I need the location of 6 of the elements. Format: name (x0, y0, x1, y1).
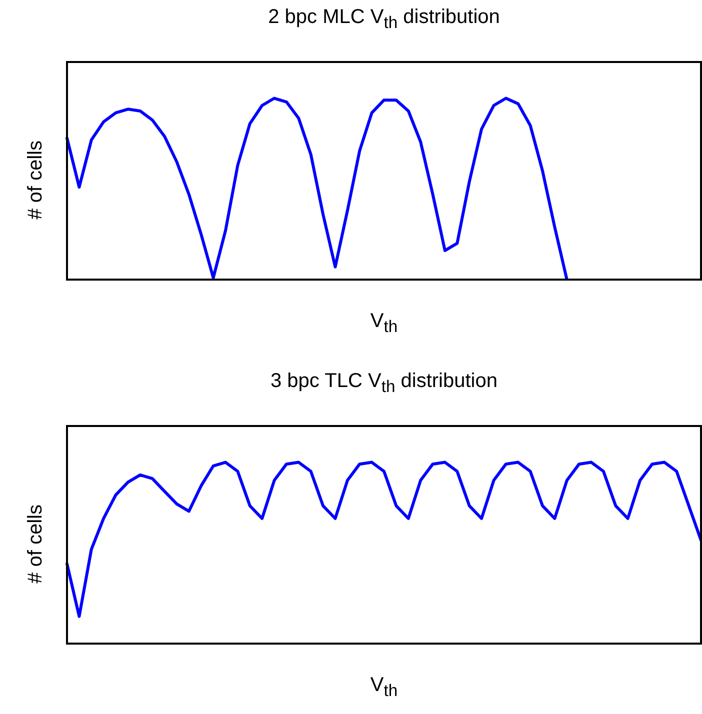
chart-title: 2 bpc MLC V$_{th}$ distribution (267, 6, 501, 33)
x-axis-title: V$_{th}$ (369, 674, 399, 701)
x-axis-title: V$_{th}$ (369, 310, 399, 337)
y-axis-title: # of cells (24, 140, 48, 220)
y-axis-title: # of cells (24, 504, 48, 584)
chart-title: 3 bpc TLC V$_{th}$ distribution (270, 370, 498, 397)
